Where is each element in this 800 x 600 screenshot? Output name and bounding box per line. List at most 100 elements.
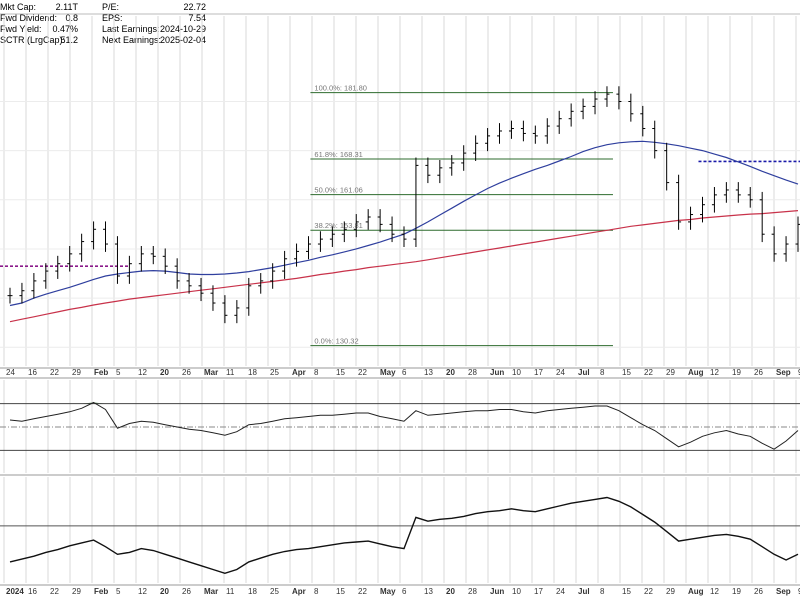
fibonacci-level-label: 100.0%: 181.80 bbox=[314, 84, 367, 93]
x-tick-label: 11 bbox=[226, 587, 235, 596]
stat-value: 2025-02-04 bbox=[159, 35, 206, 45]
price-bar bbox=[711, 187, 717, 213]
stat-value: 51.2 bbox=[60, 35, 78, 45]
x-tick-label: 6 bbox=[402, 368, 407, 377]
price-bar bbox=[735, 182, 741, 203]
price-bar bbox=[401, 226, 407, 247]
x-tick-label: 24 bbox=[556, 587, 565, 596]
x-tick-label: 9 bbox=[798, 368, 800, 377]
price-bar bbox=[329, 226, 335, 247]
x-tick-label: Mar bbox=[204, 587, 218, 596]
x-tick-label: 6 bbox=[402, 587, 407, 596]
price-bar bbox=[413, 157, 419, 247]
price-bar bbox=[604, 86, 610, 107]
fibonacci-level-label: 38.2%: 153.81 bbox=[314, 221, 362, 230]
x-tick-label: May bbox=[380, 587, 396, 596]
x-tick-label: 10 bbox=[512, 587, 521, 596]
price-bar bbox=[497, 123, 503, 144]
x-tick-label: 22 bbox=[644, 368, 653, 377]
x-tick-label: Jul bbox=[578, 368, 590, 377]
x-tick-label: 20 bbox=[446, 587, 455, 596]
price-bar bbox=[270, 263, 276, 289]
stat-label: Fwd Yield: bbox=[0, 24, 42, 34]
x-tick-label: 26 bbox=[754, 368, 763, 377]
x-tick-label: 28 bbox=[468, 368, 477, 377]
x-tick-label: 19 bbox=[732, 368, 741, 377]
price-bar bbox=[246, 277, 252, 316]
x-tick-label: 8 bbox=[600, 587, 605, 596]
x-tick-label: 26 bbox=[182, 368, 191, 377]
x-tick-label: 17 bbox=[534, 368, 543, 377]
price-bar bbox=[294, 243, 300, 267]
price-bar bbox=[186, 273, 192, 294]
price-bar bbox=[592, 91, 598, 115]
price-bar bbox=[126, 255, 132, 284]
price-bar bbox=[640, 105, 646, 137]
stat-label: Mkt Cap: bbox=[0, 2, 37, 12]
price-bar bbox=[19, 282, 25, 304]
price-bar bbox=[688, 206, 694, 230]
price-bar bbox=[759, 191, 765, 243]
x-tick-label: 5 bbox=[116, 368, 121, 377]
fibonacci-level-label: 50.0%: 161.06 bbox=[314, 186, 362, 195]
x-tick-label: 9 bbox=[798, 587, 800, 596]
price-bar bbox=[174, 258, 180, 289]
x-tick-label: 29 bbox=[666, 587, 675, 596]
x-tick-label: 2024 bbox=[6, 587, 24, 596]
x-tick-label: Jun bbox=[490, 368, 504, 377]
price-bar bbox=[783, 236, 789, 262]
x-tick-label: Sep bbox=[776, 368, 791, 377]
x-tick-label: Aug bbox=[688, 368, 704, 377]
price-bar bbox=[485, 128, 491, 152]
price-bar bbox=[7, 287, 13, 304]
stat-value: 0.8 bbox=[65, 13, 78, 23]
price-bar bbox=[317, 231, 323, 252]
x-tick-label: 22 bbox=[50, 368, 59, 377]
price-bar bbox=[425, 157, 431, 184]
x-tick-label: 25 bbox=[270, 587, 279, 596]
price-bar bbox=[79, 233, 85, 262]
price-bar bbox=[282, 250, 288, 279]
price-bar bbox=[616, 86, 622, 110]
price-bar bbox=[150, 246, 156, 265]
stat-value: 7.54 bbox=[188, 13, 206, 23]
price-bar bbox=[222, 295, 228, 324]
x-tick-label: Jun bbox=[490, 587, 504, 596]
price-bar bbox=[31, 273, 37, 299]
x-tick-label: 15 bbox=[336, 587, 345, 596]
x-tick-label: 13 bbox=[424, 368, 433, 377]
stat-label: P/E: bbox=[102, 2, 120, 12]
price-bar bbox=[91, 221, 97, 250]
price-bar bbox=[341, 221, 347, 243]
price-bar bbox=[676, 174, 682, 230]
x-tick-label: 15 bbox=[622, 368, 631, 377]
x-tick-label: 12 bbox=[138, 587, 147, 596]
price-bar bbox=[305, 236, 311, 260]
x-tick-label: Sep bbox=[776, 587, 791, 596]
price-bar bbox=[747, 187, 753, 208]
x-tick-label: 20 bbox=[160, 587, 169, 596]
x-tick-label: 15 bbox=[622, 587, 631, 596]
x-tick-label: 19 bbox=[732, 587, 741, 596]
x-tick-label: 26 bbox=[754, 587, 763, 596]
x-tick-label: Apr bbox=[292, 368, 306, 377]
price-bar bbox=[520, 120, 526, 142]
x-tick-label: Feb bbox=[94, 368, 108, 377]
price-bar bbox=[234, 300, 240, 324]
price-bar bbox=[377, 209, 383, 233]
stat-label: Fwd Dividend: bbox=[0, 13, 58, 23]
price-bar bbox=[544, 118, 550, 144]
x-tick-label: Jul bbox=[578, 587, 590, 596]
x-tick-label: 28 bbox=[468, 587, 477, 596]
price-bar bbox=[258, 273, 264, 294]
x-tick-label: 22 bbox=[644, 587, 653, 596]
price-bar bbox=[795, 216, 800, 252]
stat-value: 0.47% bbox=[52, 24, 78, 34]
price-bar bbox=[580, 98, 586, 120]
price-bar bbox=[138, 246, 144, 272]
x-tick-label: Apr bbox=[292, 587, 306, 596]
x-tick-label: 20 bbox=[160, 368, 169, 377]
price-bar bbox=[437, 159, 443, 184]
x-tick-label: 24 bbox=[6, 368, 15, 377]
